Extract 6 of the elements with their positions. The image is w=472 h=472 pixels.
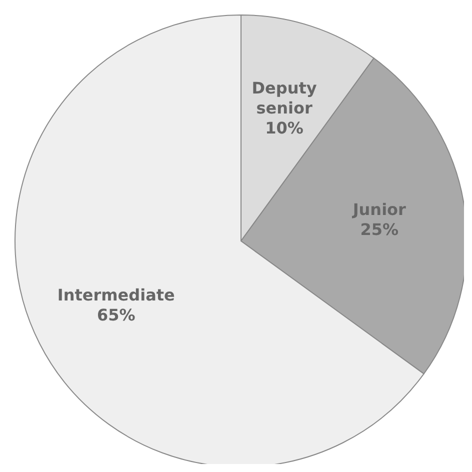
slice-label: Deputy senior	[252, 78, 318, 118]
data-label: 10%	[265, 118, 304, 138]
slice-label: Junior	[352, 200, 406, 219]
slice-label: Intermediate	[57, 285, 176, 304]
data-label: 25%	[360, 220, 399, 239]
data-label: 65%	[97, 305, 136, 324]
